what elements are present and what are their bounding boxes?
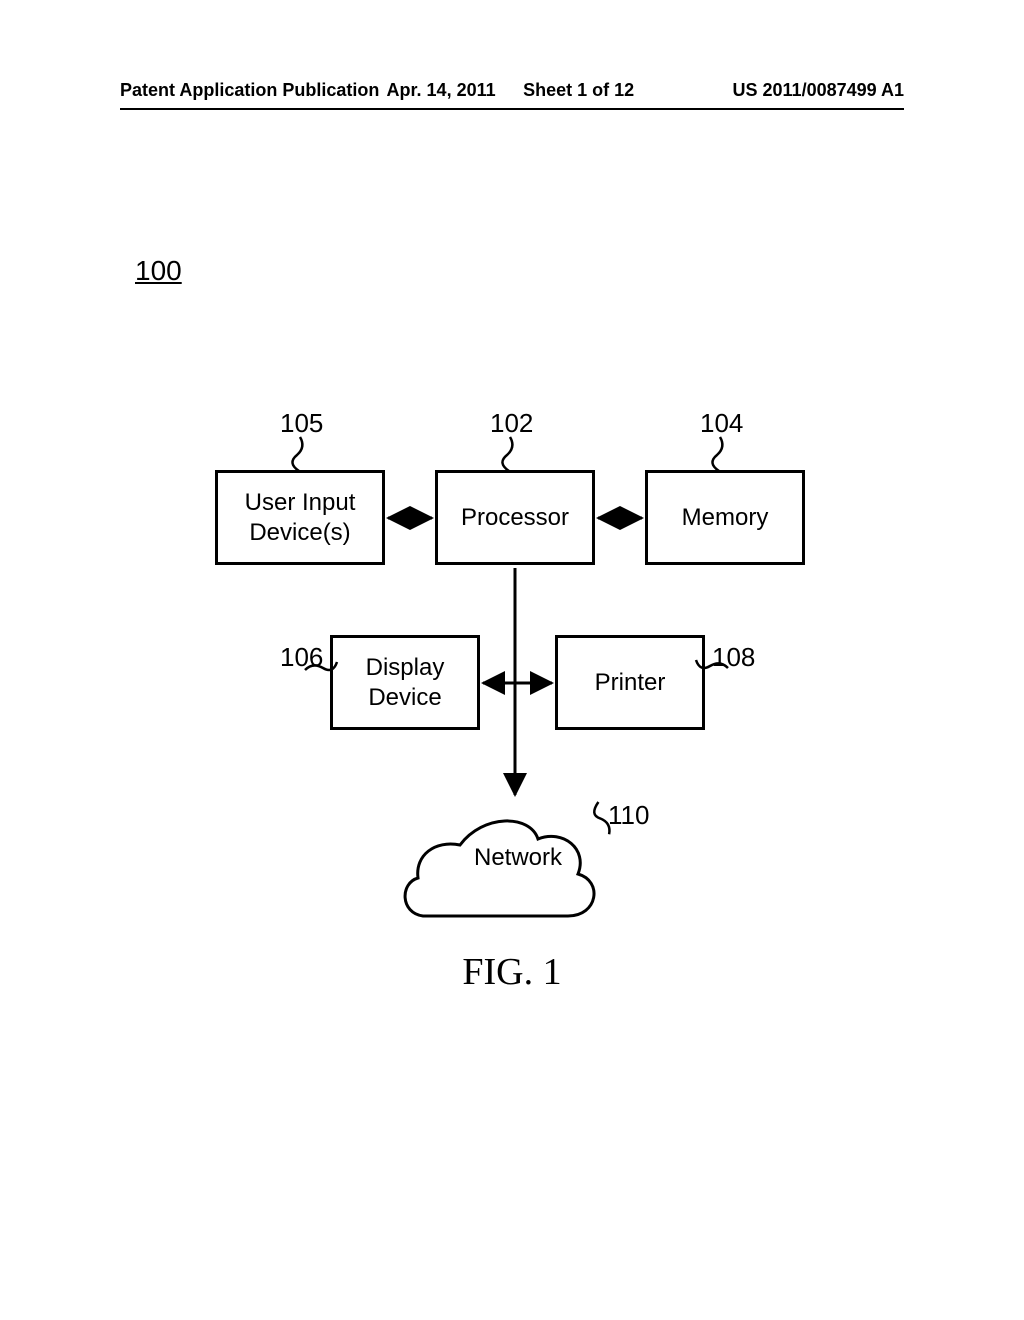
- header-publication: Patent Application Publication: [120, 80, 379, 108]
- node-memory-label: Memory: [682, 503, 769, 533]
- node-processor: Processor: [435, 470, 595, 565]
- node-display-label: DisplayDevice: [366, 653, 445, 713]
- ref-userinput: 105: [280, 408, 323, 439]
- node-userinput-label: User InputDevice(s): [245, 488, 356, 548]
- node-memory: Memory: [645, 470, 805, 565]
- figure-caption: FIG. 1: [0, 950, 1024, 994]
- ref-printer: 108: [712, 642, 755, 673]
- node-processor-label: Processor: [461, 503, 569, 533]
- page-header: Patent Application Publication Apr. 14, …: [120, 80, 904, 110]
- ref-processor: 102: [490, 408, 533, 439]
- block-diagram: 105 102 104 106 108 110 User InputDevice…: [0, 390, 1024, 1040]
- node-userinput: User InputDevice(s): [215, 470, 385, 565]
- cloud-icon: [405, 821, 594, 916]
- node-display: DisplayDevice: [330, 635, 480, 730]
- node-network-label: Network: [474, 844, 563, 871]
- header-docnum: US 2011/0087499 A1: [733, 80, 904, 108]
- ref-display: 106: [280, 642, 323, 673]
- node-printer-label: Printer: [595, 668, 666, 698]
- ref-network: 110: [608, 800, 649, 831]
- header-date: Apr. 14, 2011: [387, 80, 496, 101]
- page: Patent Application Publication Apr. 14, …: [0, 0, 1024, 1320]
- figure-reference-number: 100: [135, 255, 182, 287]
- node-printer: Printer: [555, 635, 705, 730]
- ref-memory: 104: [700, 408, 743, 439]
- header-sheet: Sheet 1 of 12: [523, 80, 634, 101]
